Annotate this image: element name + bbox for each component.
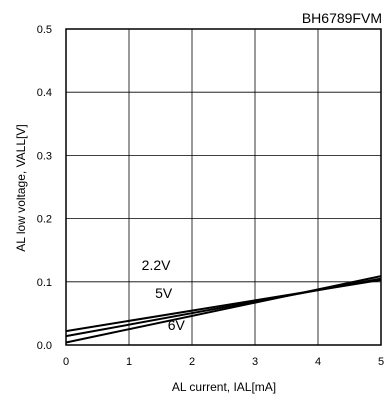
x-tick-label: 1 — [126, 356, 132, 368]
grid — [65, 28, 382, 346]
x-axis-label: AL current, IAL[mA] — [172, 380, 276, 394]
y-tick-label: 0.0 — [37, 340, 52, 352]
series-annotations: 2.2V 5V 6V — [142, 257, 186, 333]
y-tick-label: 0.4 — [37, 87, 52, 99]
y-tick-label: 0.2 — [37, 214, 52, 226]
series-line — [65, 277, 382, 338]
series-annotation: 2.2V — [142, 257, 171, 273]
x-tick-labels: 0 1 2 3 4 5 — [63, 356, 384, 368]
x-tick-label: 5 — [378, 356, 384, 368]
plot-frame — [65, 28, 382, 346]
series-lines — [65, 275, 382, 344]
x-tick-label: 0 — [63, 356, 69, 368]
y-tick-label: 0.5 — [37, 24, 52, 36]
y-tick-label: 0.1 — [37, 277, 52, 289]
x-tick-label: 4 — [315, 356, 321, 368]
series-line — [65, 275, 382, 344]
y-axis-label: AL low voltage, VALL[V] — [14, 124, 28, 251]
series-annotation: 5V — [155, 285, 173, 301]
x-tick-label: 3 — [252, 356, 258, 368]
x-tick-label: 2 — [189, 356, 195, 368]
series-annotation: 6V — [168, 317, 186, 333]
chart-title: BH6789FVM — [302, 10, 382, 26]
y-tick-labels: 0.0 0.1 0.2 0.3 0.4 0.5 — [37, 24, 52, 352]
y-tick-label: 0.3 — [37, 150, 52, 162]
